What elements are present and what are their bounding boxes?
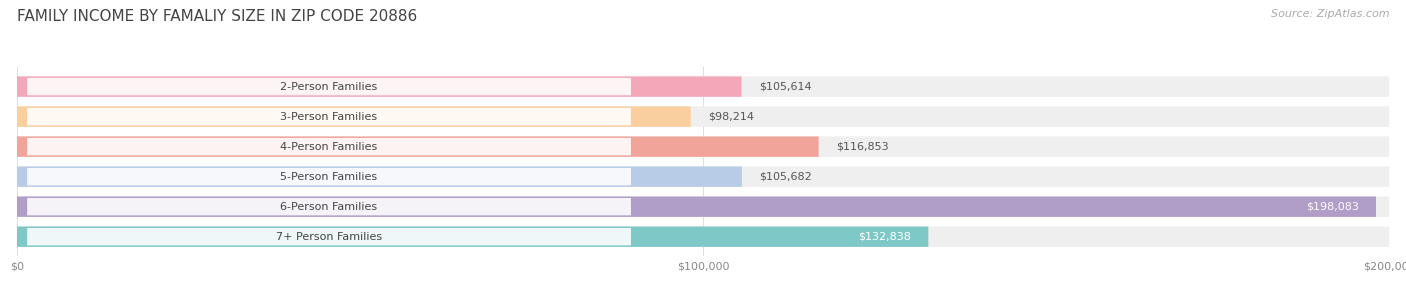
Text: $132,838: $132,838 xyxy=(858,232,911,242)
FancyBboxPatch shape xyxy=(17,77,1389,97)
Text: 4-Person Families: 4-Person Families xyxy=(280,142,378,152)
Text: 2-Person Families: 2-Person Families xyxy=(280,82,378,92)
FancyBboxPatch shape xyxy=(17,106,690,127)
Text: $98,214: $98,214 xyxy=(707,112,754,122)
FancyBboxPatch shape xyxy=(27,78,631,95)
FancyBboxPatch shape xyxy=(17,227,928,247)
FancyBboxPatch shape xyxy=(27,228,631,246)
FancyBboxPatch shape xyxy=(27,198,631,215)
FancyBboxPatch shape xyxy=(17,106,1389,127)
FancyBboxPatch shape xyxy=(17,167,1389,187)
Text: 6-Person Families: 6-Person Families xyxy=(281,202,378,212)
Text: $198,083: $198,083 xyxy=(1306,202,1358,212)
FancyBboxPatch shape xyxy=(17,167,742,187)
Text: FAMILY INCOME BY FAMALIY SIZE IN ZIP CODE 20886: FAMILY INCOME BY FAMALIY SIZE IN ZIP COD… xyxy=(17,9,418,24)
Text: Source: ZipAtlas.com: Source: ZipAtlas.com xyxy=(1271,9,1389,19)
FancyBboxPatch shape xyxy=(27,168,631,185)
Text: 7+ Person Families: 7+ Person Families xyxy=(276,232,382,242)
FancyBboxPatch shape xyxy=(17,196,1376,217)
FancyBboxPatch shape xyxy=(27,138,631,155)
Text: $105,614: $105,614 xyxy=(759,82,811,92)
FancyBboxPatch shape xyxy=(17,196,1389,217)
Text: 3-Person Families: 3-Person Families xyxy=(281,112,378,122)
FancyBboxPatch shape xyxy=(17,227,1389,247)
Text: $116,853: $116,853 xyxy=(835,142,889,152)
FancyBboxPatch shape xyxy=(17,136,818,157)
FancyBboxPatch shape xyxy=(27,108,631,125)
FancyBboxPatch shape xyxy=(17,77,741,97)
Text: 5-Person Families: 5-Person Families xyxy=(281,172,378,182)
FancyBboxPatch shape xyxy=(17,136,1389,157)
Text: $105,682: $105,682 xyxy=(759,172,811,182)
